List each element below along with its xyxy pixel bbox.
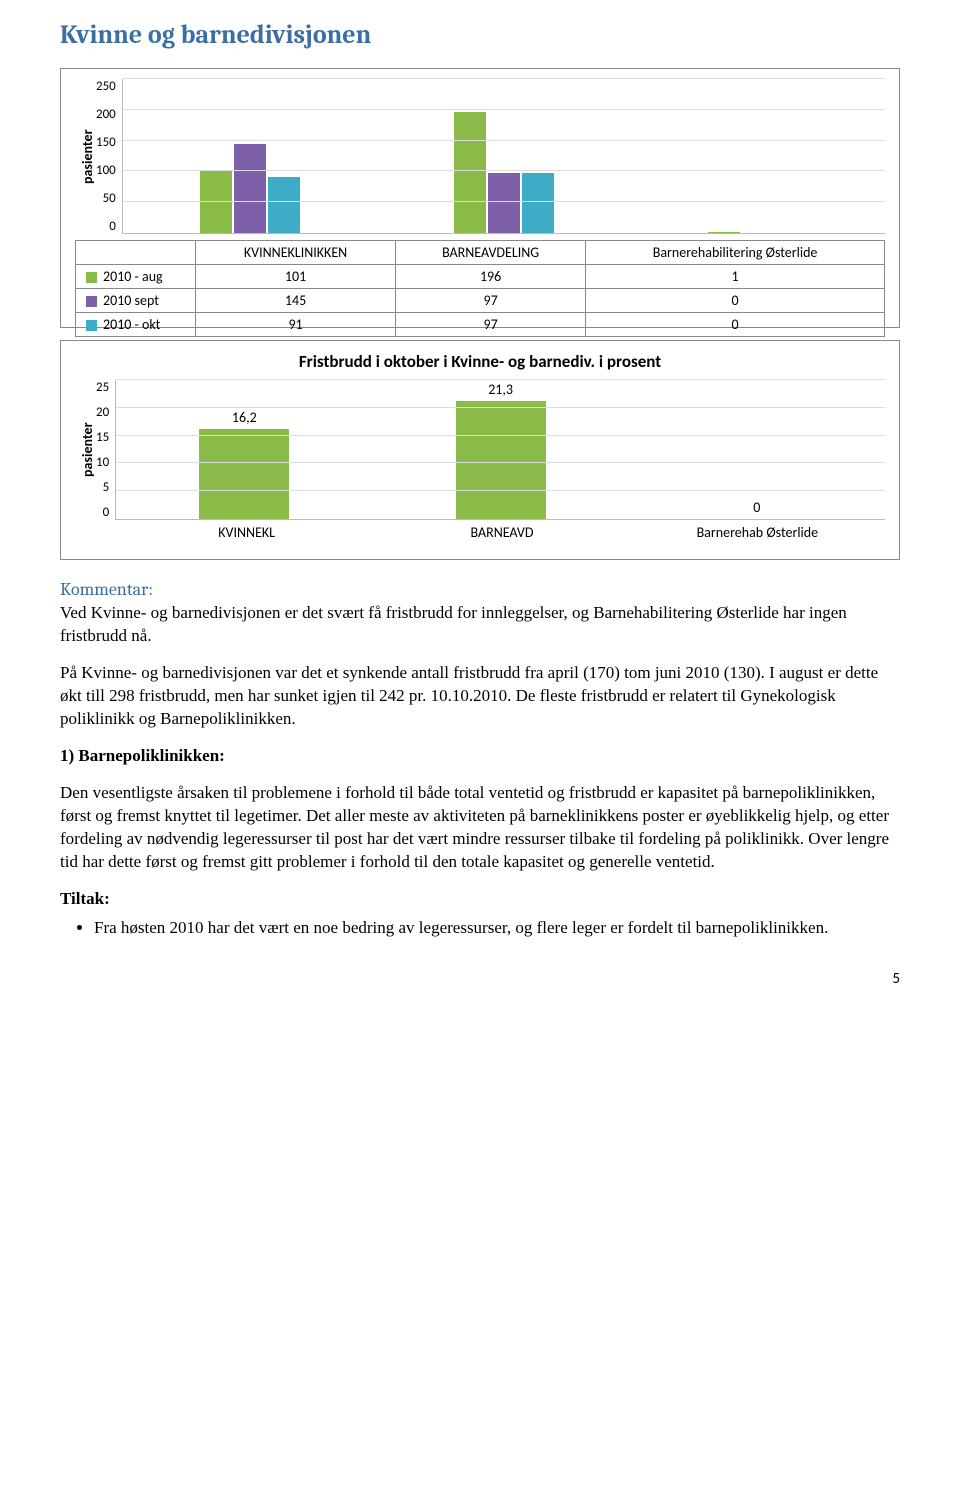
body-text: Kommentar: Ved Kvinne- og barnedivisjone… <box>60 578 900 940</box>
kommentar-p1: Ved Kvinne- og barnedivisjonen er det sv… <box>60 603 847 645</box>
chart2-ylabel: pasienter <box>75 380 96 520</box>
chart1-data-table: KVINNEKLINIKKENBARNEAVDELINGBarnerehabil… <box>75 240 885 337</box>
kommentar-heading: Kommentar: <box>60 579 153 600</box>
xaxis-label: Barnerehab Østerlide <box>630 524 885 541</box>
bar <box>454 112 486 233</box>
bar: 21,3 <box>456 401 546 519</box>
tiltak-bullet: Fra høsten 2010 har det vært en noe bedr… <box>94 917 900 940</box>
bar-value-label: 16,2 <box>232 409 257 426</box>
tiltak-heading: Tiltak: <box>60 888 900 911</box>
bar-group: 0 <box>629 380 885 519</box>
tiltak-list: Fra høsten 2010 har det vært en noe bedr… <box>60 917 900 940</box>
chart1-yaxis: 250200150100500 <box>96 79 122 234</box>
bar-value-label: 21,3 <box>488 381 513 398</box>
xaxis-label: KVINNEKL <box>119 524 374 541</box>
bar: 16,2 <box>199 429 289 519</box>
section1-p1: Den vesentligste årsaken til problemene … <box>60 782 900 874</box>
section1-heading: 1) Barnepoliklinikken: <box>60 745 900 768</box>
bar-group: 16,2 <box>116 380 372 519</box>
chart2-plot: 16,2 21,3 0 <box>115 380 885 520</box>
page-number: 5 <box>60 970 900 988</box>
bar-value-label: 0 <box>753 499 760 516</box>
kommentar-p2: På Kvinne- og barnedivisjonen var det et… <box>60 662 900 731</box>
chart1-plot <box>122 79 885 234</box>
bar-group <box>377 79 631 233</box>
chart-fristbrudd-percent: Fristbrudd i oktober i Kvinne- og barned… <box>60 340 900 560</box>
bar <box>488 173 520 233</box>
bar <box>268 177 300 233</box>
bar-group <box>631 79 885 233</box>
bar-group: 21,3 <box>372 380 628 519</box>
chart2-title: Fristbrudd i oktober i Kvinne- og barned… <box>75 351 885 372</box>
bar <box>708 232 740 233</box>
chart2-yaxis: 2520151050 <box>96 380 115 520</box>
chart-patients-by-unit: pasienter 250200150100500 KVINNEKLINIKKE… <box>60 68 900 328</box>
xaxis-label: BARNEAVD <box>374 524 629 541</box>
bar <box>522 173 554 233</box>
chart1-ylabel: pasienter <box>75 79 96 234</box>
bar-group <box>123 79 377 233</box>
bar <box>234 144 266 233</box>
chart2-xaxis: KVINNEKLBARNEAVDBarnerehab Østerlide <box>75 524 885 541</box>
page-title: Kvinne og barnedivisjonen <box>60 20 900 50</box>
